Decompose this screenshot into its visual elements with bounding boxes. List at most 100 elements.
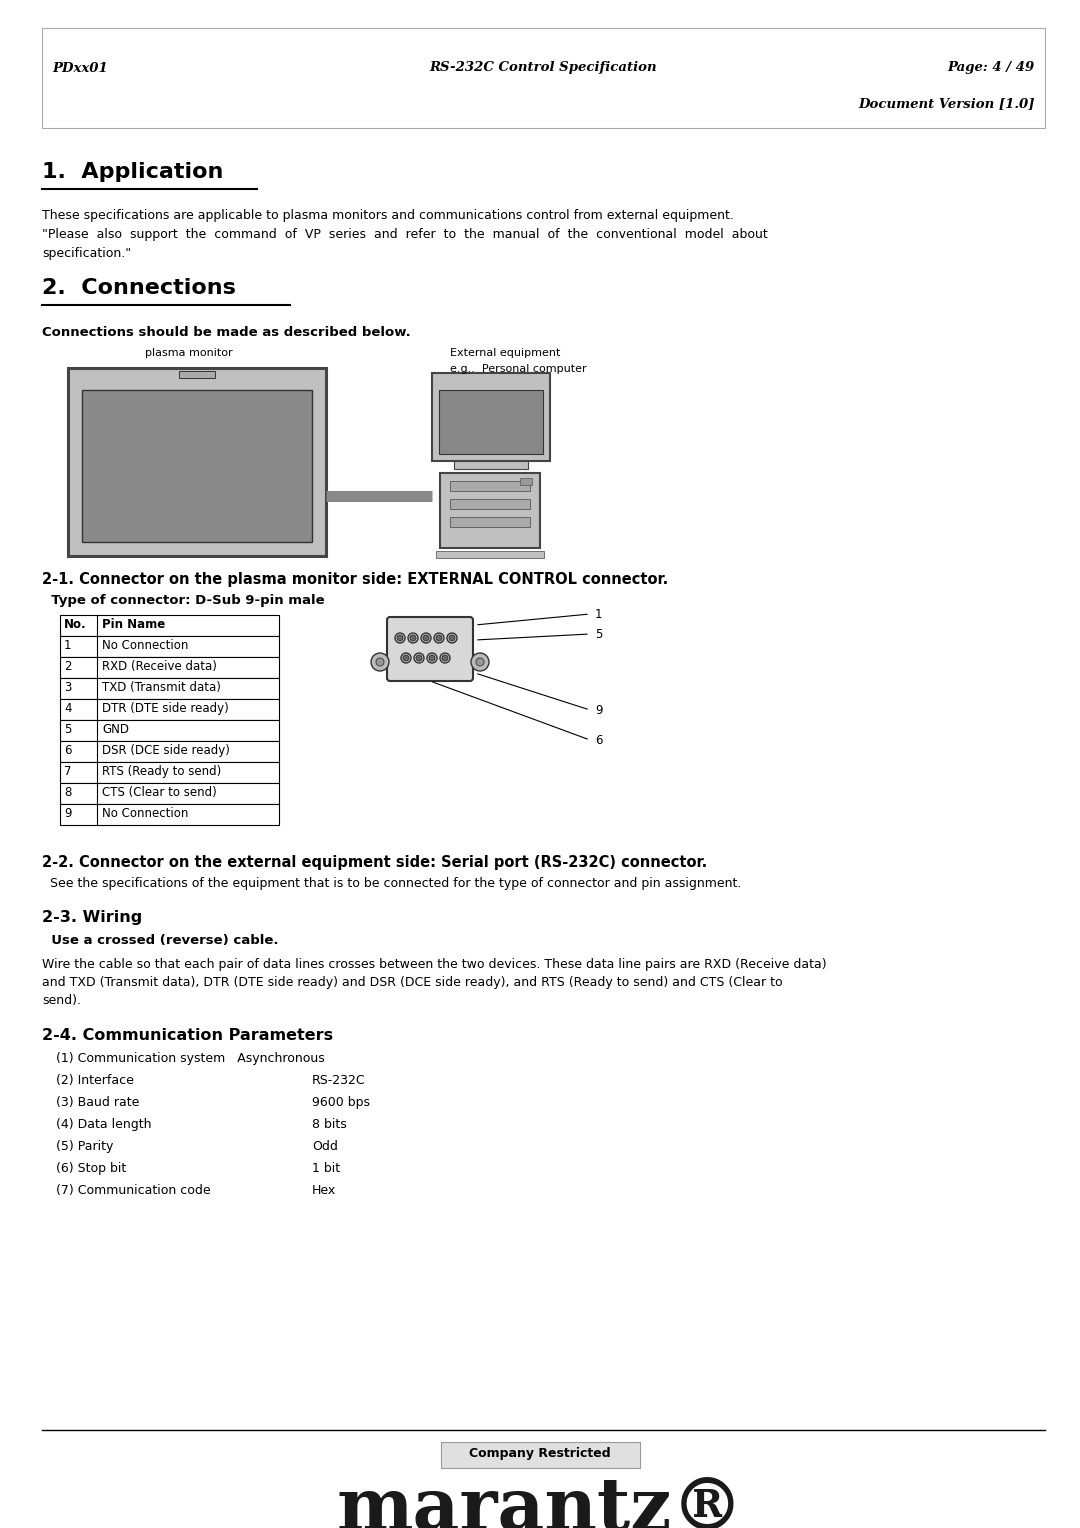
Text: 6: 6 bbox=[64, 744, 71, 756]
Circle shape bbox=[476, 659, 484, 666]
Circle shape bbox=[449, 636, 455, 642]
Text: CTS (Clear to send): CTS (Clear to send) bbox=[102, 785, 217, 799]
Bar bbox=[60, 741, 279, 762]
Circle shape bbox=[442, 656, 448, 662]
Circle shape bbox=[376, 659, 384, 666]
Bar bbox=[60, 657, 279, 678]
Circle shape bbox=[372, 652, 389, 671]
Bar bbox=[450, 500, 530, 509]
Text: 7: 7 bbox=[64, 766, 71, 778]
Text: (6) Stop bit: (6) Stop bit bbox=[56, 1161, 126, 1175]
Text: 9: 9 bbox=[595, 703, 603, 717]
Bar bbox=[432, 373, 550, 461]
FancyBboxPatch shape bbox=[441, 1442, 639, 1468]
Circle shape bbox=[408, 633, 418, 643]
Text: Type of connector: D-Sub 9-pin male: Type of connector: D-Sub 9-pin male bbox=[42, 594, 325, 607]
Bar bbox=[179, 371, 215, 377]
Text: "Please  also  support  the  command  of  VP  series  and  refer  to  the  manua: "Please also support the command of VP s… bbox=[42, 228, 768, 241]
Text: 8 bits: 8 bits bbox=[312, 1118, 347, 1131]
Text: Page: 4 / 49: Page: 4 / 49 bbox=[948, 61, 1035, 75]
Text: Odd: Odd bbox=[312, 1140, 338, 1154]
Circle shape bbox=[434, 633, 444, 643]
Circle shape bbox=[416, 656, 422, 662]
Text: e.g..  Personal computer: e.g.. Personal computer bbox=[450, 364, 586, 374]
Text: 2-4. Communication Parameters: 2-4. Communication Parameters bbox=[42, 1028, 333, 1044]
Bar bbox=[440, 474, 540, 549]
Text: 1.  Application: 1. Application bbox=[42, 162, 224, 182]
Bar bbox=[60, 804, 279, 825]
Text: No.: No. bbox=[64, 617, 86, 631]
Bar bbox=[60, 698, 279, 720]
Bar bbox=[68, 368, 326, 556]
Text: (2) Interface: (2) Interface bbox=[56, 1074, 134, 1086]
Text: 5: 5 bbox=[595, 628, 603, 640]
Text: (4) Data length: (4) Data length bbox=[56, 1118, 151, 1131]
Text: PDxx01: PDxx01 bbox=[52, 61, 108, 75]
Text: 2-2. Connector on the external equipment side: Serial port (RS-232C) connector.: 2-2. Connector on the external equipment… bbox=[42, 856, 707, 869]
Bar bbox=[60, 720, 279, 741]
Text: Wire the cable so that each pair of data lines crosses between the two devices. : Wire the cable so that each pair of data… bbox=[42, 958, 826, 970]
Text: No Connection: No Connection bbox=[102, 807, 188, 821]
Circle shape bbox=[471, 652, 489, 671]
Circle shape bbox=[395, 633, 405, 643]
Text: Pin Name: Pin Name bbox=[102, 617, 165, 631]
Text: RS-232C Control Specification: RS-232C Control Specification bbox=[430, 61, 658, 75]
Text: send).: send). bbox=[42, 995, 81, 1007]
Text: RS-232C: RS-232C bbox=[312, 1074, 366, 1086]
Text: specification.": specification." bbox=[42, 248, 131, 260]
Text: (5) Parity: (5) Parity bbox=[56, 1140, 113, 1154]
Text: RTS (Ready to send): RTS (Ready to send) bbox=[102, 766, 221, 778]
Text: Company Restricted: Company Restricted bbox=[469, 1447, 611, 1459]
Text: 4: 4 bbox=[64, 701, 71, 715]
Circle shape bbox=[427, 652, 437, 663]
Circle shape bbox=[436, 636, 442, 642]
Text: External equipment: External equipment bbox=[450, 348, 561, 358]
Bar bbox=[42, 28, 1045, 128]
Circle shape bbox=[403, 656, 409, 662]
Text: 9600 bps: 9600 bps bbox=[312, 1096, 370, 1109]
Bar bbox=[60, 614, 279, 636]
Circle shape bbox=[440, 652, 450, 663]
Bar bbox=[436, 552, 544, 558]
Text: (7) Communication code: (7) Communication code bbox=[56, 1184, 211, 1196]
Circle shape bbox=[429, 656, 435, 662]
Text: 2-1. Connector on the plasma monitor side: EXTERNAL CONTROL connector.: 2-1. Connector on the plasma monitor sid… bbox=[42, 571, 669, 587]
Text: 3: 3 bbox=[64, 681, 71, 694]
Text: 2.  Connections: 2. Connections bbox=[42, 278, 235, 298]
Bar bbox=[519, 478, 532, 484]
Text: These specifications are applicable to plasma monitors and communications contro: These specifications are applicable to p… bbox=[42, 209, 734, 222]
Text: DSR (DCE side ready): DSR (DCE side ready) bbox=[102, 744, 230, 756]
Text: GND: GND bbox=[102, 723, 129, 736]
Text: marantz®: marantz® bbox=[336, 1475, 744, 1528]
Text: Hex: Hex bbox=[312, 1184, 336, 1196]
Circle shape bbox=[410, 636, 416, 642]
Text: 2-3. Wiring: 2-3. Wiring bbox=[42, 911, 143, 924]
Bar bbox=[82, 390, 312, 542]
Text: 6: 6 bbox=[595, 733, 603, 747]
Text: Connections should be made as described below.: Connections should be made as described … bbox=[42, 325, 410, 339]
Text: 1: 1 bbox=[595, 608, 603, 620]
Bar bbox=[60, 762, 279, 782]
Bar bbox=[60, 782, 279, 804]
Text: 2: 2 bbox=[64, 660, 71, 672]
Text: TXD (Transmit data): TXD (Transmit data) bbox=[102, 681, 221, 694]
Circle shape bbox=[423, 636, 429, 642]
Circle shape bbox=[397, 636, 403, 642]
Circle shape bbox=[401, 652, 411, 663]
Text: (3) Baud rate: (3) Baud rate bbox=[56, 1096, 139, 1109]
Bar bbox=[60, 678, 279, 698]
Text: and TXD (Transmit data), DTR (DTE side ready) and DSR (DCE side ready), and RTS : and TXD (Transmit data), DTR (DTE side r… bbox=[42, 976, 783, 989]
Bar bbox=[450, 481, 530, 490]
Text: DTR (DTE side ready): DTR (DTE side ready) bbox=[102, 701, 229, 715]
Text: 9: 9 bbox=[64, 807, 71, 821]
Text: Use a crossed (reverse) cable.: Use a crossed (reverse) cable. bbox=[42, 934, 279, 947]
Text: RXD (Receive data): RXD (Receive data) bbox=[102, 660, 217, 672]
Text: 5: 5 bbox=[64, 723, 71, 736]
Circle shape bbox=[447, 633, 457, 643]
Text: 8: 8 bbox=[64, 785, 71, 799]
Bar bbox=[438, 390, 543, 454]
Bar bbox=[454, 461, 528, 469]
Circle shape bbox=[414, 652, 424, 663]
Bar bbox=[60, 636, 279, 657]
FancyBboxPatch shape bbox=[387, 617, 473, 681]
